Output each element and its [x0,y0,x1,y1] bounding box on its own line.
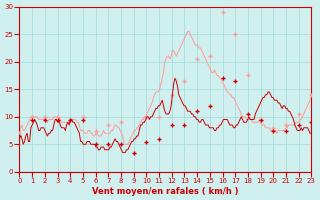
X-axis label: Vent moyen/en rafales ( km/h ): Vent moyen/en rafales ( km/h ) [92,187,239,196]
